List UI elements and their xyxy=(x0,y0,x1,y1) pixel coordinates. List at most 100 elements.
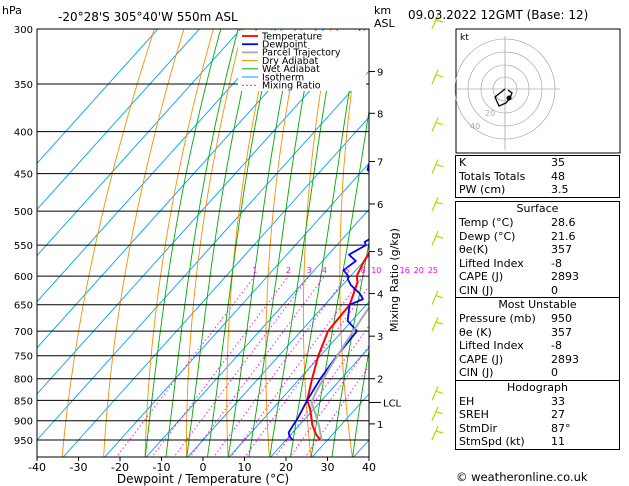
pressure-tick-label: 400 xyxy=(14,128,33,139)
surface-cin-row: CIN (J) 0 xyxy=(459,283,558,297)
isotherm-line xyxy=(37,29,159,165)
wind-barb xyxy=(431,14,444,30)
mixing-ratio-label: 10 xyxy=(371,266,381,275)
stability-indices-box: K 35 Totals Totals 48 PW (cm) 3.5 xyxy=(455,155,620,198)
hodograph-ring xyxy=(467,51,543,127)
x-tick-label: 0 xyxy=(200,461,207,474)
dry-adiabat-line xyxy=(409,4,435,458)
km-tick-label: 7 xyxy=(377,157,383,168)
credit-text: © weatheronline.co.uk xyxy=(456,470,588,484)
pressure-tick-label: 950 xyxy=(14,436,33,447)
wind-barb xyxy=(431,159,444,174)
mixing-ratio-line xyxy=(173,275,310,457)
isotherm-line xyxy=(37,29,201,211)
isotherm-line xyxy=(37,29,284,303)
surface-thetae-row: θe(K) 357 xyxy=(459,243,572,256)
isotherm-line xyxy=(104,162,369,457)
wind-barb xyxy=(431,196,444,212)
pressure-tick-label: 300 xyxy=(14,25,33,36)
hodograph-ring-label: 40 xyxy=(470,122,480,131)
mixing-ratio-label: 8 xyxy=(361,266,366,275)
surface-cape-row: CAPE (J) 2893 xyxy=(459,270,579,283)
mu-li-row: Lifted Index -8 xyxy=(459,339,562,352)
pw-row: PW (cm) 3.5 xyxy=(459,183,569,196)
km-tick-label: 9 xyxy=(377,68,383,79)
pressure-tick-label: 650 xyxy=(14,301,33,312)
stmdir-row: StmDir 87° xyxy=(459,421,571,435)
stmspd-row: StmSpd (kt) 11 xyxy=(459,435,565,448)
axes: 1 2 3 4 6 8 10 16 20 2530035040045050055060065070… xyxy=(14,25,438,474)
hpa-label: hPa xyxy=(2,4,22,17)
isotherm-line xyxy=(145,208,369,457)
x-tick-label: -20 xyxy=(111,461,129,474)
hodograph-unit: kt xyxy=(460,33,469,43)
legend-label: Dry Adiabat xyxy=(262,56,319,67)
x-tick-label: 30 xyxy=(321,461,335,474)
legend-label: Isotherm xyxy=(262,72,304,83)
mu-pressure-row: Pressure (mb) 950 xyxy=(459,312,572,325)
datetime-title: 09.03.2022 12GMT (Base: 12) xyxy=(408,8,588,22)
mixing-ratio-line xyxy=(213,275,348,457)
pressure-tick-label: 600 xyxy=(14,272,33,283)
dry-adiabat-line xyxy=(61,29,155,457)
km-tick-label: 5 xyxy=(377,248,383,259)
mixing-ratio-label: 6 xyxy=(344,266,349,275)
sreh-row: SREH 27 xyxy=(459,408,565,421)
location-title: -20°28'S 305°40'W 550m ASL xyxy=(58,10,238,24)
dry-adiabat-line xyxy=(103,29,185,457)
legend-box xyxy=(238,31,366,91)
wind-barb xyxy=(431,386,444,401)
x-tick-label: 40 xyxy=(362,461,376,474)
storm-motion-marker xyxy=(506,95,512,101)
km-label: km xyxy=(374,4,391,17)
hodograph-ring xyxy=(454,38,556,140)
pressure-tick-label: 450 xyxy=(14,170,33,181)
wind-barbs xyxy=(431,14,444,441)
hodograph-title: Hodograph xyxy=(456,379,619,395)
isotherm-line xyxy=(62,116,369,457)
mu-thetae-row: θe (K) 357 xyxy=(459,325,572,339)
legend-label: Parcel Trajectory xyxy=(262,48,341,59)
wind-barb xyxy=(431,425,444,441)
x-tick-label: -30 xyxy=(70,461,88,474)
asl-label: ASL xyxy=(374,17,396,30)
most-unstable-title: Most Unstable xyxy=(456,297,619,312)
pressure-tick-label: 700 xyxy=(14,327,33,338)
hodograph-trace xyxy=(494,88,513,107)
x-tick-label: 20 xyxy=(279,461,293,474)
pressure-tick-label: 500 xyxy=(14,207,33,218)
isobars xyxy=(37,28,369,441)
x-axis-label: Dewpoint / Temperature (°C) xyxy=(117,472,289,486)
mixing-ratio-label: 3 xyxy=(307,266,312,275)
mixing-ratio-label: 20 xyxy=(414,266,424,275)
km-tick-label: 4 xyxy=(377,290,383,301)
legend-label: Wet Adiabat xyxy=(262,64,320,75)
isotherm-line xyxy=(37,29,242,257)
mixing-ratio-axis-label: Mixing Ratio (g/kg) xyxy=(388,228,401,332)
wet-adiabat-line xyxy=(144,29,222,457)
wind-barb xyxy=(431,230,444,246)
hodograph-ring xyxy=(492,76,518,102)
pressure-tick-label: 750 xyxy=(14,352,33,363)
hodograph: kt 20 40 xyxy=(454,28,621,154)
eh-row: EH 33 xyxy=(459,394,565,408)
pressure-tick-label: 900 xyxy=(14,417,33,428)
mixing-ratio-line xyxy=(189,275,325,457)
wind-barb xyxy=(431,69,444,85)
pressure-tick-label: 800 xyxy=(14,375,33,386)
temperature-line xyxy=(306,251,369,441)
mixing-ratio-label: 16 xyxy=(400,266,410,275)
pressure-tick-label: 850 xyxy=(14,396,33,407)
dry-adiabat-line xyxy=(624,4,629,458)
wind-barb xyxy=(431,290,444,305)
x-tick-label: -10 xyxy=(153,461,171,474)
lcl-label: LCL xyxy=(383,398,402,409)
km-tick-label: 8 xyxy=(377,109,383,120)
km-tick-label: 3 xyxy=(377,332,383,343)
legend-label: Temperature xyxy=(261,31,322,42)
plot-frame xyxy=(36,28,370,458)
isotherm-line xyxy=(187,254,369,457)
surface-box: Surface Temp (°C) 28.6 Dewp (°C) 21.6 θe(K… xyxy=(455,201,620,450)
